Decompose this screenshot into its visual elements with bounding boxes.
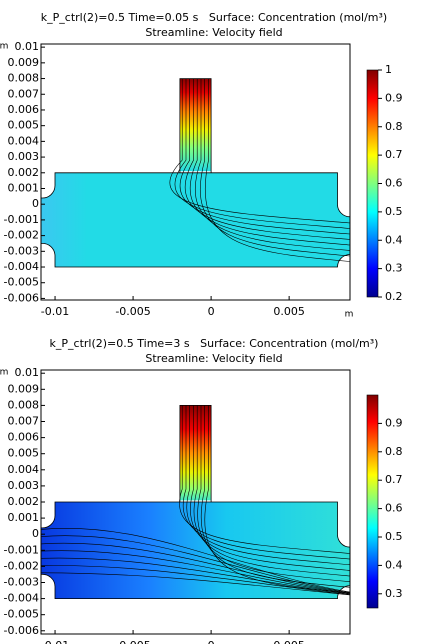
colorbar-tick-label: 0.9 bbox=[385, 91, 403, 104]
y-tick-label: 0.005 bbox=[8, 119, 40, 132]
colorbar-tick-label: 0.8 bbox=[385, 445, 403, 458]
streamline bbox=[197, 405, 351, 582]
y-tick-label: 0.001 bbox=[8, 181, 40, 194]
y-tick-label: -0.004 bbox=[4, 592, 39, 605]
y-tick-label: 0.001 bbox=[8, 511, 40, 524]
colorbar-tick-label: 0.5 bbox=[385, 205, 403, 218]
y-tick-label: 0.008 bbox=[8, 398, 40, 411]
plot-subtitle: Streamline: Velocity field bbox=[145, 352, 282, 365]
x-tick-label: -0.005 bbox=[115, 305, 150, 318]
plots: k_P_ctrl(2)=0.5 Time=0.05 s Surface: Con… bbox=[0, 11, 403, 644]
streamline bbox=[204, 78, 351, 262]
y-tick-label: 0.007 bbox=[8, 87, 40, 100]
colorbar-tick-label: 0.7 bbox=[385, 473, 403, 486]
colorbar-tick-label: 0.6 bbox=[385, 177, 403, 190]
colorbar-tick-label: 0.8 bbox=[385, 120, 403, 133]
colorbar-tick-label: 0.5 bbox=[385, 530, 403, 543]
y-tick-label: -0.001 bbox=[4, 543, 39, 556]
y-tick-label: -0.006 bbox=[4, 624, 39, 637]
y-tick-label: 0.004 bbox=[8, 463, 40, 476]
y-tick-label: 0.01 bbox=[15, 366, 40, 379]
x-tick-label: 0.005 bbox=[273, 639, 305, 644]
y-tick-label: 0.002 bbox=[8, 166, 40, 179]
inlet-domain bbox=[179, 405, 212, 501]
y-tick-label: 0.002 bbox=[8, 495, 40, 508]
streamline bbox=[40, 542, 351, 594]
inlet-edge bbox=[179, 78, 212, 173]
streamline bbox=[190, 78, 351, 246]
x-tick-label: 0 bbox=[208, 639, 215, 644]
streamline bbox=[40, 528, 351, 593]
colorbar-tick-label: 0.3 bbox=[385, 262, 403, 275]
streamline bbox=[40, 572, 351, 596]
streamline bbox=[190, 405, 351, 571]
y-tick-label: 0.009 bbox=[8, 382, 40, 395]
colorbar-tick-label: 0.3 bbox=[385, 587, 403, 600]
streamline bbox=[40, 557, 351, 595]
y-tick-label: 0.006 bbox=[8, 103, 40, 116]
streamline bbox=[40, 565, 351, 595]
y-tick-label: -0.005 bbox=[4, 276, 39, 289]
plot-title: k_P_ctrl(2)=0.5 Time=0.05 s Surface: Con… bbox=[41, 11, 387, 24]
y-tick-label: -0.005 bbox=[4, 608, 39, 621]
colorbar-tick-label: 0.4 bbox=[385, 233, 403, 246]
streamline bbox=[204, 405, 351, 594]
y-tick-label: 0 bbox=[32, 197, 39, 210]
streamline bbox=[40, 550, 351, 594]
plot-title: k_P_ctrl(2)=0.5 Time=3 s Surface: Concen… bbox=[50, 337, 379, 350]
y-tick-label: 0.008 bbox=[8, 72, 40, 85]
y-unit: m bbox=[0, 368, 8, 378]
x-tick-label: 0.005 bbox=[273, 305, 305, 318]
streamline bbox=[40, 535, 351, 593]
channel-domain bbox=[40, 172, 351, 268]
y-tick-label: -0.003 bbox=[4, 244, 39, 257]
inlet-edge bbox=[179, 405, 212, 502]
y-tick-label: 0.009 bbox=[8, 56, 40, 69]
colorbar-tick-label: 0.6 bbox=[385, 502, 403, 515]
axes-frame bbox=[40, 43, 351, 301]
streamline bbox=[179, 405, 351, 554]
streamline bbox=[184, 78, 351, 240]
y-tick-label: 0.004 bbox=[8, 134, 40, 147]
streamline bbox=[193, 405, 351, 577]
y-tick-label: 0.003 bbox=[8, 150, 40, 163]
streamline bbox=[186, 405, 351, 566]
y-unit: m bbox=[0, 42, 8, 52]
colorbar bbox=[366, 394, 379, 609]
streamline bbox=[182, 405, 351, 560]
y-tick-label: 0.005 bbox=[8, 447, 40, 460]
y-tick-label: -0.004 bbox=[4, 260, 39, 273]
channel-domain bbox=[40, 501, 351, 599]
colorbar-tick-label: 0.7 bbox=[385, 148, 403, 161]
streamline bbox=[169, 78, 351, 224]
x-unit: m bbox=[345, 310, 354, 320]
y-tick-label: 0 bbox=[32, 527, 39, 540]
x-tick-label: -0.01 bbox=[41, 639, 69, 644]
colorbar-tick-label: 0.4 bbox=[385, 558, 403, 571]
y-tick-label: 0.003 bbox=[8, 479, 40, 492]
y-tick-label: 0.007 bbox=[8, 415, 40, 428]
x-tick-label: -0.005 bbox=[115, 639, 150, 644]
y-tick-label: -0.002 bbox=[4, 229, 39, 242]
plot-subtitle: Streamline: Velocity field bbox=[145, 26, 282, 39]
streamline bbox=[199, 78, 351, 257]
streamline bbox=[195, 78, 351, 251]
streamline bbox=[200, 405, 351, 588]
y-tick-label: -0.002 bbox=[4, 559, 39, 572]
y-tick-label: 0.01 bbox=[15, 40, 40, 53]
colorbar-tick-label: 0.9 bbox=[385, 416, 403, 429]
y-tick-label: -0.006 bbox=[4, 291, 39, 304]
y-tick-label: -0.001 bbox=[4, 213, 39, 226]
y-tick-label: 0.006 bbox=[8, 431, 40, 444]
colorbar-tick-label: 1 bbox=[385, 63, 392, 76]
x-tick-label: 0 bbox=[208, 305, 215, 318]
x-tick-label: -0.01 bbox=[41, 305, 69, 318]
streamline bbox=[179, 78, 351, 235]
streamline bbox=[174, 78, 351, 229]
colorbar-tick-label: 0.2 bbox=[385, 290, 403, 303]
y-tick-label: -0.003 bbox=[4, 575, 39, 588]
colorbar bbox=[366, 69, 379, 298]
inlet-domain bbox=[179, 78, 212, 172]
